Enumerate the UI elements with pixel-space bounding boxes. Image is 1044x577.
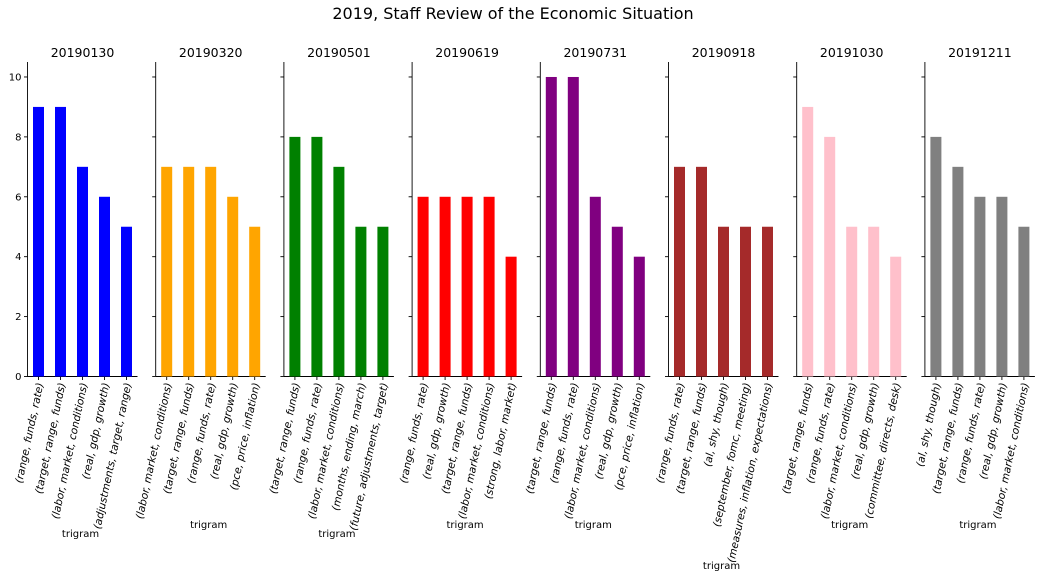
subplot-title: 20190731 — [563, 45, 627, 60]
bar — [567, 76, 579, 377]
bar — [740, 226, 751, 377]
bar — [952, 166, 964, 377]
y-tick-label: 2 — [15, 312, 21, 323]
x-axis-label: trigram — [959, 520, 996, 531]
bar — [417, 196, 429, 377]
bar — [205, 166, 217, 377]
y-tick-label: 4 — [15, 252, 21, 263]
x-axis-label: trigram — [190, 520, 227, 531]
x-tick-label: (labor, market, conditions) — [134, 382, 175, 520]
bar — [868, 226, 880, 377]
subplot-title: 20190501 — [307, 45, 371, 60]
figure-title: 2019, Staff Review of the Economic Situa… — [332, 4, 693, 23]
bar — [121, 226, 132, 377]
bar — [1018, 226, 1030, 377]
bar — [762, 226, 773, 377]
bar — [802, 106, 814, 377]
x-axis-label: trigram — [831, 520, 868, 531]
bar — [589, 196, 601, 377]
bar — [377, 226, 389, 377]
x-axis-label: trigram — [447, 520, 484, 531]
y-tick-label: 6 — [15, 192, 21, 203]
bar — [77, 166, 88, 377]
bar — [718, 226, 729, 377]
subplot-title: 20190130 — [51, 45, 115, 60]
y-tick-label: 8 — [15, 132, 21, 143]
bar — [674, 166, 685, 377]
subplot-20191030: 20191030(target, range, funds)(range, fu… — [780, 45, 907, 531]
y-tick-label: 0 — [15, 372, 21, 383]
x-axis-label: trigram — [318, 529, 355, 540]
bar — [311, 136, 323, 377]
bar — [439, 196, 451, 377]
bar — [99, 196, 110, 377]
bar — [33, 106, 44, 377]
subplot-title: 20190918 — [692, 45, 756, 60]
bar — [505, 256, 517, 377]
bar — [846, 226, 858, 377]
subplot-20190320: 20190320(labor, market, conditions)(targ… — [134, 45, 266, 531]
bar — [611, 226, 623, 377]
bar — [696, 166, 707, 377]
subplot-title: 20191030 — [820, 45, 884, 60]
bar — [996, 196, 1008, 377]
subplot-20190731: 20190731(target, range, funds)(range, fu… — [524, 45, 651, 531]
bar — [289, 136, 301, 377]
bar — [333, 166, 345, 377]
bar — [545, 76, 557, 377]
bar — [890, 256, 902, 377]
bar — [974, 196, 986, 377]
bar — [355, 226, 367, 377]
bar — [161, 166, 173, 377]
bar — [249, 226, 261, 377]
subplot-20190619: 20190619(range, funds, rate)(real, gdp, … — [398, 45, 523, 531]
bar — [183, 166, 195, 377]
bar — [227, 196, 239, 377]
subplot-20191211: 20191211(al, shy, though)(target, range,… — [914, 45, 1035, 531]
bar — [930, 136, 942, 377]
subplot-title: 20191211 — [948, 45, 1012, 60]
subplot-20190501: 20190501(target, range, funds)(range, fu… — [268, 45, 394, 540]
bar — [633, 256, 645, 377]
bar — [55, 106, 66, 377]
subplot-20190918: 20190918(range, funds, rate)(target, ran… — [654, 45, 779, 572]
subplot-title: 20190619 — [435, 45, 499, 60]
bar — [824, 136, 836, 377]
x-axis-label: trigram — [62, 529, 99, 540]
x-axis-label: trigram — [703, 561, 740, 572]
subplot-title: 20190320 — [179, 45, 243, 60]
bar — [483, 196, 495, 377]
x-axis-label: trigram — [575, 520, 612, 531]
bar — [461, 196, 473, 377]
y-tick-label: 10 — [9, 72, 22, 83]
